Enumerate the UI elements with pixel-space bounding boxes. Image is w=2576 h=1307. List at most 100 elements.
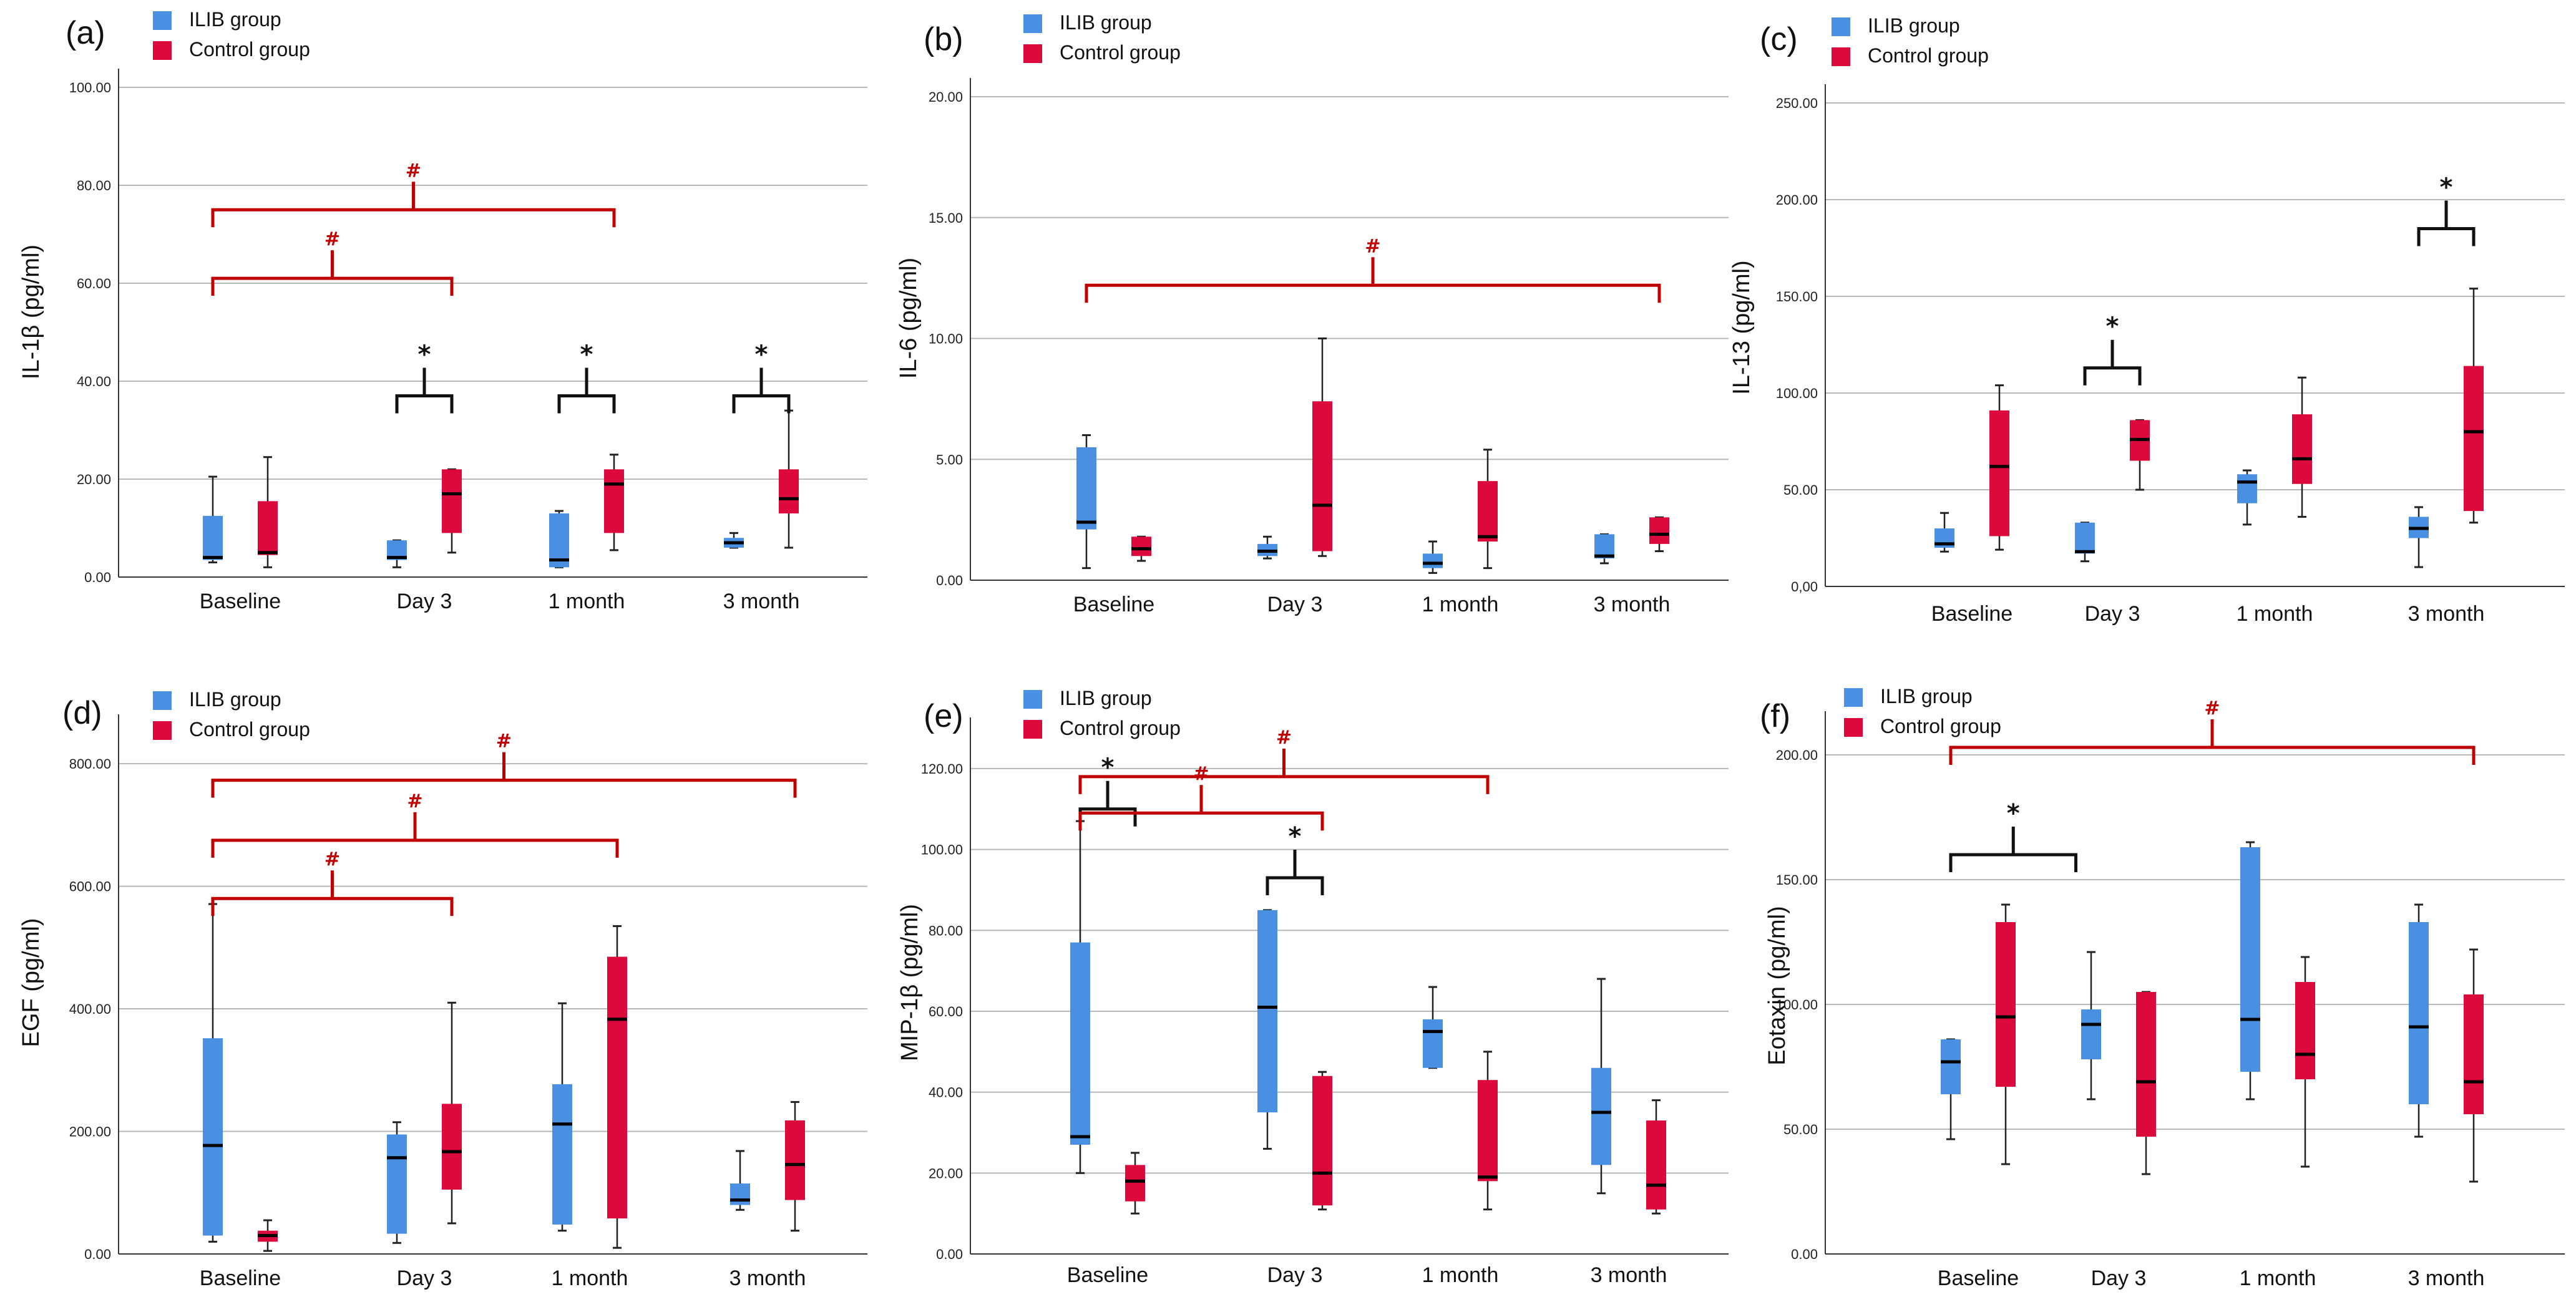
- box-iqr: [1423, 1019, 1443, 1068]
- ilib-box: [1594, 533, 1614, 565]
- y-tick-label: 15.00: [929, 210, 963, 226]
- y-tick-label: 20.00: [929, 1165, 963, 1181]
- control-box: [442, 468, 462, 554]
- x-category-label: Baseline: [1067, 1263, 1148, 1287]
- ilib-box: [1423, 540, 1443, 574]
- y-tick-label: 100.00: [1776, 997, 1818, 1013]
- x-category-label: 3 month: [2408, 1266, 2485, 1290]
- legend-control-label: Control group: [1868, 44, 1989, 67]
- y-tick-label: 0,00: [1791, 579, 1818, 595]
- ilib-box: [1591, 978, 1611, 1195]
- y-tick-label: 50.00: [1783, 482, 1818, 498]
- control-box: [2130, 419, 2150, 491]
- box-iqr: [442, 469, 462, 533]
- ilib-box: [1423, 986, 1443, 1069]
- ilib-box: [2409, 903, 2429, 1138]
- y-tick-label: 400.00: [69, 1001, 111, 1017]
- legend-ilib-swatch: [1832, 17, 1850, 36]
- y-tick-label: 100.00: [921, 842, 963, 858]
- box-iqr: [1594, 534, 1614, 559]
- hash-mark: #: [324, 228, 340, 250]
- box-iqr: [1478, 1080, 1498, 1182]
- y-tick-label: 200.00: [69, 1124, 111, 1140]
- panel-label: (a): [66, 15, 105, 51]
- y-tick-label: 600.00: [69, 879, 111, 895]
- x-category-label: 1 month: [1422, 1263, 1499, 1287]
- star-bracket: [395, 367, 454, 414]
- legend-ilib-swatch: [153, 11, 172, 30]
- hash-bracket: [211, 752, 797, 798]
- control-box: [258, 456, 278, 568]
- hash-bracket: [211, 250, 454, 296]
- x-category-label: Day 3: [2085, 602, 2140, 626]
- box-iqr: [203, 1038, 223, 1236]
- control-box: [2464, 948, 2484, 1183]
- y-tick-label: 200.00: [1776, 747, 1818, 763]
- panel-label: (c): [1760, 21, 1798, 57]
- y-tick-label: 40.00: [77, 374, 111, 389]
- star-bracket: [2083, 339, 2142, 386]
- star-bracket: [2417, 200, 2476, 246]
- control-box: [1989, 384, 2009, 551]
- box-iqr: [2292, 414, 2312, 484]
- y-axis-title: IL-6 (pg/ml): [895, 258, 922, 379]
- box-iqr: [1591, 1067, 1611, 1165]
- hash-mark: #: [406, 160, 421, 182]
- x-category-label: 3 month: [1591, 1263, 1667, 1287]
- ilib-box: [2081, 951, 2101, 1101]
- box-iqr: [2409, 922, 2429, 1104]
- legend-ilib-swatch: [1023, 14, 1042, 33]
- box-iqr: [1996, 922, 2016, 1087]
- box-iqr: [1989, 410, 2009, 537]
- panel-label: (b): [924, 21, 964, 57]
- y-tick-label: 0.00: [1791, 1246, 1818, 1262]
- box-iqr: [442, 1104, 462, 1190]
- legend-ilib-label: ILIB group: [189, 8, 281, 31]
- hash-bracket: [211, 182, 616, 228]
- y-tick-label: 150.00: [1776, 872, 1818, 888]
- hash-bracket: [211, 870, 454, 916]
- box-iqr: [2136, 992, 2156, 1137]
- legend-control-swatch: [1023, 44, 1042, 63]
- legend-ilib-swatch: [153, 691, 172, 710]
- x-category-label: 1 month: [549, 590, 625, 613]
- box-iqr: [1070, 942, 1090, 1145]
- box-iqr: [387, 1134, 407, 1234]
- star-mark: *: [418, 341, 431, 369]
- legend-control-label: Control group: [1060, 41, 1181, 64]
- star-mark: *: [2007, 799, 2020, 828]
- hash-mark: #: [2204, 697, 2220, 719]
- legend-control-label: Control group: [189, 718, 310, 741]
- legend-control-label: Control group: [189, 38, 310, 61]
- y-tick-label: 100.00: [1776, 386, 1818, 401]
- box-iqr: [607, 956, 627, 1219]
- control-box: [2136, 991, 2156, 1175]
- y-axis-title: IL-13 (pg/ml): [1729, 260, 1755, 394]
- box-iqr: [203, 515, 223, 560]
- hash-bracket: [1949, 719, 2476, 765]
- box-iqr: [1423, 553, 1443, 568]
- legend-control-swatch: [1832, 47, 1850, 66]
- y-tick-label: 800.00: [69, 756, 111, 772]
- box-iqr: [2464, 366, 2484, 512]
- legend-ilib-label: ILIB group: [189, 688, 281, 711]
- box-iqr: [1649, 517, 1669, 544]
- y-tick-label: 120.00: [921, 761, 963, 777]
- y-tick-label: 10.00: [929, 331, 963, 347]
- chart-panel-3: (c) 0,00 50.00 100.00 150.00 200.00 250.00 IL-1…: [1729, 14, 2565, 626]
- box-iqr: [2081, 1009, 2101, 1059]
- x-category-label: 1 month: [2237, 602, 2313, 626]
- control-box: [442, 1001, 462, 1225]
- hash-mark: #: [407, 790, 422, 812]
- control-box: [258, 1219, 278, 1252]
- box-iqr: [549, 513, 569, 568]
- y-tick-label: 80.00: [929, 923, 963, 938]
- legend-control-swatch: [153, 41, 172, 60]
- control-box: [1996, 903, 2016, 1165]
- y-tick-label: 60.00: [77, 276, 111, 291]
- star-bracket: [1266, 849, 1324, 895]
- control-box: [1312, 338, 1332, 557]
- x-category-label: Day 3: [1267, 1263, 1323, 1287]
- y-tick-label: 20.00: [929, 89, 963, 105]
